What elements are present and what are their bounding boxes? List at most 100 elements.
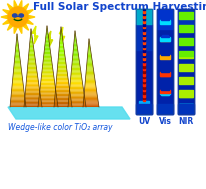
Bar — [177, 23, 193, 24]
Bar — [156, 23, 172, 24]
Polygon shape — [43, 58, 51, 60]
Polygon shape — [29, 43, 33, 45]
Bar — [177, 39, 193, 40]
Bar — [178, 94, 192, 95]
Bar — [142, 90, 144, 91]
Polygon shape — [74, 39, 76, 40]
Bar — [178, 13, 192, 14]
Polygon shape — [57, 70, 67, 71]
Polygon shape — [45, 42, 49, 43]
Polygon shape — [70, 77, 81, 78]
Polygon shape — [55, 90, 69, 91]
Polygon shape — [11, 98, 25, 100]
Bar — [135, 40, 151, 41]
Polygon shape — [74, 36, 76, 37]
Bar — [135, 112, 151, 113]
Polygon shape — [73, 54, 78, 55]
Polygon shape — [69, 96, 84, 97]
Polygon shape — [85, 72, 94, 73]
Polygon shape — [45, 40, 49, 41]
Bar — [138, 111, 148, 112]
Polygon shape — [46, 33, 48, 34]
Text: Vis: Vis — [158, 117, 171, 126]
Polygon shape — [38, 102, 57, 103]
Polygon shape — [73, 46, 77, 47]
Bar — [159, 22, 169, 23]
Bar — [135, 71, 151, 72]
Bar — [142, 58, 144, 59]
Bar — [156, 20, 172, 21]
Bar — [177, 38, 193, 39]
Bar — [135, 91, 151, 92]
Polygon shape — [56, 84, 69, 86]
Bar — [159, 21, 169, 22]
Bar — [156, 57, 172, 58]
Bar — [156, 15, 172, 16]
Polygon shape — [41, 77, 54, 79]
Polygon shape — [83, 105, 98, 106]
Polygon shape — [69, 92, 84, 93]
Polygon shape — [10, 106, 26, 107]
Bar — [156, 80, 172, 81]
Bar — [135, 69, 151, 70]
Bar — [156, 44, 172, 45]
Polygon shape — [46, 36, 48, 37]
Bar — [142, 71, 144, 72]
Polygon shape — [83, 96, 97, 97]
Bar — [138, 101, 148, 102]
Bar — [156, 112, 172, 113]
Bar — [135, 93, 151, 94]
Polygon shape — [43, 62, 52, 64]
Bar — [142, 46, 144, 47]
Polygon shape — [88, 42, 89, 43]
Bar — [177, 81, 193, 82]
Bar — [177, 85, 193, 86]
Polygon shape — [74, 35, 75, 36]
Bar — [177, 49, 193, 50]
Bar — [177, 58, 193, 59]
Bar — [177, 71, 193, 72]
Bar — [156, 74, 172, 75]
Polygon shape — [29, 50, 34, 51]
Polygon shape — [68, 102, 85, 103]
Polygon shape — [73, 53, 78, 54]
Polygon shape — [59, 51, 64, 52]
Bar — [142, 37, 144, 38]
Polygon shape — [88, 48, 90, 49]
Polygon shape — [8, 107, 129, 119]
Bar — [160, 75, 169, 76]
Bar — [177, 104, 193, 105]
Bar — [177, 30, 193, 31]
Polygon shape — [71, 70, 81, 71]
Polygon shape — [58, 59, 65, 60]
Bar — [161, 105, 167, 106]
Bar — [135, 99, 151, 100]
Polygon shape — [13, 73, 22, 74]
Bar — [177, 103, 193, 104]
Polygon shape — [25, 89, 39, 90]
Polygon shape — [30, 33, 32, 34]
Bar — [177, 67, 193, 68]
Polygon shape — [7, 24, 13, 30]
Bar — [177, 27, 193, 28]
Bar — [135, 84, 151, 85]
Polygon shape — [46, 31, 48, 33]
Polygon shape — [24, 104, 42, 106]
Polygon shape — [41, 75, 54, 76]
Polygon shape — [14, 26, 18, 34]
Bar — [142, 45, 144, 46]
Polygon shape — [25, 99, 41, 101]
Bar — [178, 65, 192, 66]
Bar — [142, 83, 144, 84]
Bar — [177, 83, 193, 84]
Polygon shape — [27, 74, 37, 76]
Polygon shape — [46, 34, 48, 36]
Bar — [160, 23, 169, 24]
Bar — [142, 49, 144, 50]
Bar — [142, 30, 144, 31]
Polygon shape — [25, 90, 40, 91]
Bar — [142, 76, 144, 77]
Bar — [178, 51, 192, 52]
Polygon shape — [12, 80, 23, 81]
Bar — [142, 52, 144, 53]
